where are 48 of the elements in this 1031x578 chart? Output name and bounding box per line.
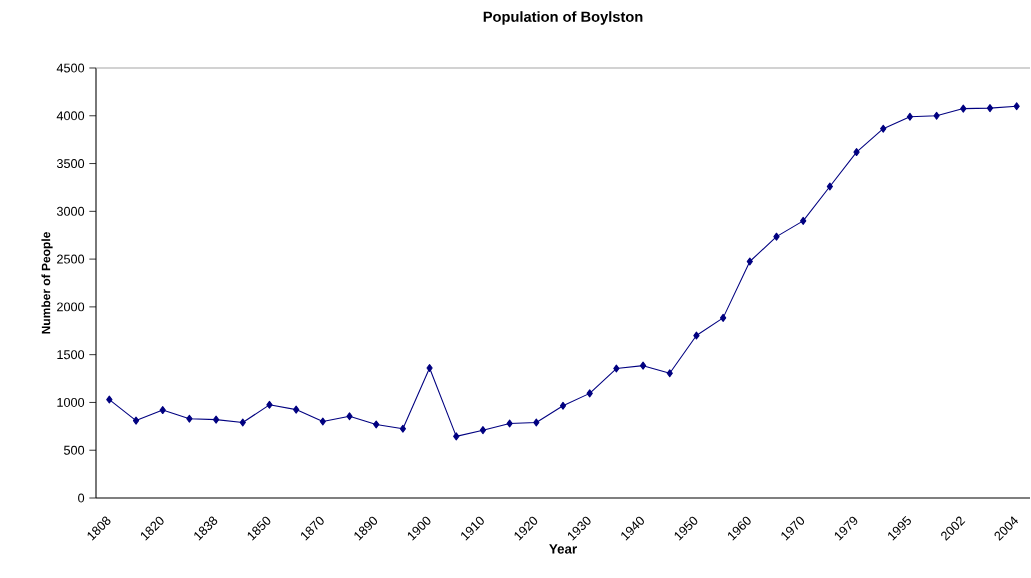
y-tick-label: 4500	[56, 63, 85, 73]
point	[373, 420, 380, 429]
x-axis-title: Year	[549, 544, 577, 554]
point	[746, 257, 753, 266]
point	[293, 405, 300, 414]
point	[586, 389, 593, 398]
point	[239, 418, 246, 427]
y-tick-label: 4000	[56, 111, 85, 121]
point	[479, 426, 487, 435]
y-axis-title: Number of People	[41, 232, 53, 334]
y-tick-label: 3000	[56, 206, 85, 216]
point	[212, 415, 220, 424]
point	[826, 182, 834, 191]
point	[693, 331, 700, 340]
y-tick-label: 500	[63, 445, 85, 455]
point	[559, 401, 567, 410]
point	[266, 400, 273, 409]
point	[132, 416, 140, 425]
point	[773, 232, 780, 241]
y-tick-label: 1000	[57, 397, 85, 407]
point	[533, 418, 540, 427]
point	[800, 216, 807, 225]
point	[666, 369, 673, 378]
point	[960, 104, 967, 113]
point	[853, 148, 860, 157]
point	[639, 361, 647, 370]
point	[933, 111, 940, 120]
point	[426, 364, 433, 373]
point	[399, 424, 407, 433]
chart-title: Population of Boylston	[483, 11, 643, 25]
point	[906, 112, 914, 121]
y-tick-label: 2000	[57, 302, 85, 312]
point	[506, 419, 513, 428]
y-tick-label: 3500	[56, 159, 85, 169]
point	[106, 395, 113, 404]
point	[986, 104, 994, 113]
point	[613, 364, 620, 373]
y-tick-label: 2500	[57, 254, 85, 264]
point	[1013, 102, 1020, 111]
point	[159, 406, 166, 415]
point	[880, 124, 887, 133]
point	[319, 417, 326, 426]
point	[346, 412, 353, 421]
y-tick-label: 0	[78, 493, 85, 503]
point	[186, 414, 193, 423]
point	[719, 313, 727, 322]
point	[453, 432, 460, 441]
y-tick-label: 1500	[57, 350, 85, 360]
